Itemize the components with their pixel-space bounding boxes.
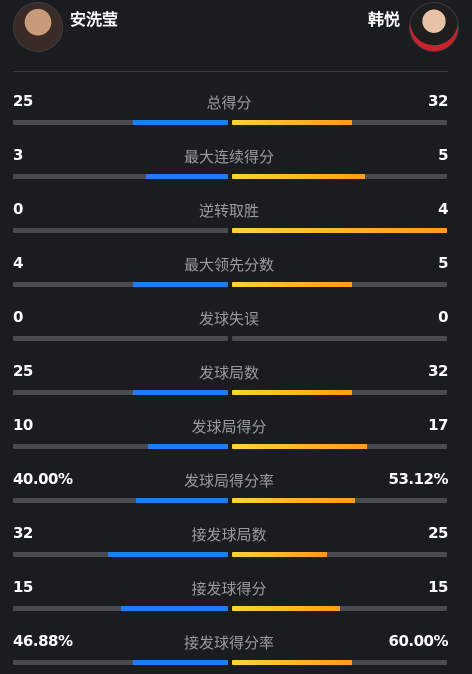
stat-bar-left-fill <box>133 390 228 395</box>
stat-label: 逆转取胜 <box>198 202 259 220</box>
stat-bar-right <box>232 606 447 611</box>
stat-row: 10 发球局得分 17 <box>0 396 472 450</box>
stat-bar-left-fill <box>107 552 228 557</box>
stat-bar-left <box>13 606 228 611</box>
stat-bar-right <box>232 552 447 557</box>
stat-row: 25 总得分 32 <box>0 72 472 126</box>
stat-bar-right-fill <box>232 174 366 179</box>
stat-bar-left <box>13 660 228 665</box>
stat-label: 发球局数 <box>198 364 259 382</box>
player-avatar-left[interactable] <box>13 2 63 52</box>
stat-label: 接发球得分 <box>191 580 267 598</box>
stat-row: 0 逆转取胜 4 <box>0 180 472 234</box>
stat-bar-right <box>232 444 447 449</box>
stat-row: 25 发球局数 32 <box>0 342 472 396</box>
stat-right-value: 5 <box>438 146 448 164</box>
stat-bar-left <box>13 336 228 341</box>
stat-bar-right-fill <box>232 228 447 233</box>
stat-bar-left <box>13 498 228 503</box>
stat-bar-right <box>232 228 447 233</box>
stat-right-value: 60.00% <box>388 632 449 650</box>
stat-left-value: 32 <box>13 524 33 542</box>
stat-bar-right <box>232 174 447 179</box>
stat-label: 接发球得分率 <box>183 634 274 652</box>
stat-right-value: 32 <box>428 92 448 110</box>
stat-label: 发球局得分率 <box>183 472 274 490</box>
stat-right-value: 17 <box>428 416 448 434</box>
stat-bar-right-fill <box>232 282 353 287</box>
stat-bar-right <box>232 390 447 395</box>
stat-bar-left <box>13 282 228 287</box>
stat-bar-left-fill <box>120 606 228 611</box>
stat-left-value: 46.88% <box>13 632 73 650</box>
stat-left-value: 0 <box>13 308 23 326</box>
stat-left-value: 25 <box>13 362 33 380</box>
stat-right-value: 4 <box>438 200 448 218</box>
stat-bar-left <box>13 120 228 125</box>
stat-bar-right <box>232 660 447 665</box>
stat-left-value: 10 <box>13 416 33 434</box>
stat-bar-right <box>232 120 447 125</box>
stat-right-value: 5 <box>438 254 448 272</box>
player-name-left[interactable]: 安洗莹 <box>70 10 119 29</box>
stat-label: 总得分 <box>206 94 252 112</box>
stat-left-value: 4 <box>13 254 23 272</box>
header-divider <box>13 71 448 72</box>
stat-row: 46.88% 接发球得分率 60.00% <box>0 612 472 666</box>
stat-bar-left-fill <box>133 120 228 125</box>
stat-left-value: 3 <box>13 146 23 164</box>
match-header: 安洗莹 韩悦 <box>0 0 472 72</box>
stat-bar-left-fill <box>148 444 228 449</box>
stat-left-value: 25 <box>13 92 33 110</box>
stat-right-value: 25 <box>428 524 448 542</box>
stat-left-value: 15 <box>13 578 33 596</box>
stat-bar-right-fill <box>232 498 355 503</box>
stat-bar-left <box>13 390 228 395</box>
stats-list: 25 总得分 32 3 最大连续得分 5 0 逆转取胜 4 4 最大领先分数 5 0 发球失误 0 25 发球局… <box>0 72 472 666</box>
stat-bar-right-fill <box>232 120 353 125</box>
stat-bar-right <box>232 498 447 503</box>
stat-bar-right <box>232 282 447 287</box>
stat-bar-left <box>13 174 228 179</box>
stat-row: 0 发球失误 0 <box>0 288 472 342</box>
stat-bar-left-fill <box>135 498 228 503</box>
stat-right-value: 15 <box>428 578 448 596</box>
stat-bar-right-fill <box>232 552 327 557</box>
stat-right-value: 53.12% <box>388 470 449 488</box>
stat-label: 最大连续得分 <box>183 148 274 166</box>
stat-right-value: 32 <box>428 362 448 380</box>
stat-bar-left <box>13 444 228 449</box>
stat-bar-right-fill <box>232 606 340 611</box>
stat-label: 发球失误 <box>198 310 259 328</box>
stat-row: 40.00% 发球局得分率 53.12% <box>0 450 472 504</box>
stat-label: 发球局得分 <box>191 418 267 436</box>
stat-label: 最大领先分数 <box>183 256 274 274</box>
stat-row: 3 最大连续得分 5 <box>0 126 472 180</box>
stat-bar-right-fill <box>232 660 353 665</box>
stat-row: 15 接发球得分 15 <box>0 558 472 612</box>
stat-bar-right-fill <box>232 390 353 395</box>
stat-bar-left-fill <box>133 282 228 287</box>
player-name-right[interactable]: 韩悦 <box>367 10 400 29</box>
stat-bar-right-fill <box>232 444 368 449</box>
stat-row: 32 接发球局数 25 <box>0 504 472 558</box>
stat-bar-left <box>13 228 228 233</box>
player-avatar-right[interactable] <box>409 2 459 52</box>
stat-bar-right <box>232 336 447 341</box>
stat-left-value: 40.00% <box>13 470 73 488</box>
stat-label: 接发球局数 <box>191 526 267 544</box>
stat-bar-left <box>13 552 228 557</box>
stat-bar-left-fill <box>133 660 228 665</box>
stat-left-value: 0 <box>13 200 23 218</box>
stat-right-value: 0 <box>438 308 448 326</box>
stat-bar-left-fill <box>146 174 228 179</box>
stat-row: 4 最大领先分数 5 <box>0 234 472 288</box>
